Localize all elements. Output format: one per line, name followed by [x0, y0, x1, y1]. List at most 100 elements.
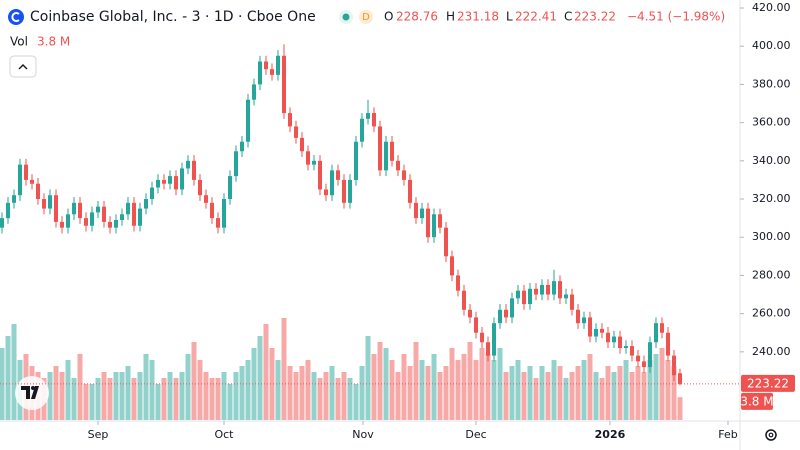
candle-body	[557, 281, 562, 299]
volume-bar	[317, 378, 323, 420]
last-volume-tag	[741, 392, 773, 410]
candle-body	[623, 346, 628, 348]
candle-body	[227, 176, 232, 200]
candle-body	[377, 126, 382, 171]
candle-body	[149, 187, 154, 200]
volume-bar	[527, 366, 533, 420]
volume-bar	[155, 384, 161, 420]
volume-bar	[179, 372, 185, 420]
volume-bar	[431, 354, 437, 420]
volume-bar	[11, 324, 17, 420]
volume-bar	[287, 366, 293, 420]
candle-body	[299, 137, 304, 152]
candle-body	[347, 179, 352, 203]
open-value: 228.76	[396, 10, 438, 24]
volume-bar	[635, 366, 641, 420]
candle-body	[383, 141, 388, 171]
tv-logo	[15, 376, 49, 410]
volume-bar	[545, 372, 551, 420]
symbol-title: Coinbase Global, Inc. - 3 · 1D · Cboe On…	[30, 9, 316, 25]
candle-body	[575, 309, 580, 324]
candle-body	[467, 309, 472, 318]
candle-body	[395, 160, 400, 171]
candle-body	[209, 202, 214, 219]
low-label: L	[506, 10, 513, 24]
candle-body	[569, 294, 574, 310]
candle-body	[527, 288, 532, 305]
volume-bar	[617, 366, 623, 420]
volume-bar	[167, 372, 173, 420]
candle-body	[317, 160, 322, 190]
candle-body	[611, 336, 616, 343]
candle-body	[173, 176, 178, 190]
candle-body	[251, 84, 256, 100]
volume-bar	[503, 372, 509, 420]
gear-center	[768, 432, 774, 438]
x-tick-label: 2026	[595, 428, 626, 441]
volume-bar	[227, 384, 233, 420]
volume-bar	[275, 360, 281, 420]
candle-body	[659, 323, 664, 333]
volume-bar	[563, 378, 569, 420]
volume-bar	[311, 372, 317, 420]
candle-body	[245, 99, 250, 142]
volume-bar	[269, 348, 275, 420]
volume-bar	[611, 372, 617, 420]
volume-bar	[539, 366, 545, 420]
x-tick-label: Feb	[718, 428, 737, 441]
volume-bar	[233, 372, 239, 420]
logo-mark	[11, 12, 20, 22]
logo-bg	[15, 376, 49, 410]
candle-body	[551, 281, 556, 295]
candle-body	[599, 328, 604, 333]
y-tick-label: 280.00	[752, 268, 791, 281]
candle-body	[137, 208, 142, 226]
candle-body	[77, 202, 82, 219]
candle-body	[269, 69, 274, 75]
y-tick-label: 340.00	[752, 154, 791, 167]
candle-body	[35, 183, 40, 200]
volume-bar	[389, 360, 395, 420]
candle-body	[635, 355, 640, 362]
candle-body	[41, 199, 46, 209]
candle-body	[581, 317, 586, 324]
candle-body	[119, 214, 124, 221]
volume-bar	[161, 378, 167, 420]
volume-bar	[107, 378, 113, 420]
x-tick-label: Dec	[465, 428, 486, 441]
gear[interactable]	[765, 429, 777, 441]
volume-bar	[449, 348, 455, 420]
candle-body	[521, 290, 526, 305]
candle-body	[263, 61, 268, 70]
candle-body	[239, 141, 244, 152]
volume-bar	[383, 348, 389, 420]
volume-bar	[677, 397, 683, 420]
candle-body	[617, 336, 622, 348]
collapse-button[interactable]	[9, 55, 37, 78]
volume-bar	[125, 366, 131, 420]
candle-body	[71, 202, 76, 215]
volume-bar	[89, 384, 95, 420]
candle-body	[479, 332, 484, 343]
volume-bar	[629, 372, 635, 420]
volume-bar	[59, 372, 65, 420]
volume-bar	[437, 372, 443, 420]
candle-body	[593, 328, 598, 337]
high-value: 231.18	[457, 10, 499, 24]
volume-bar	[479, 348, 485, 420]
candle-body	[113, 220, 118, 228]
badge-bg	[359, 10, 373, 24]
volume-bar	[203, 372, 209, 420]
candle-body	[203, 195, 208, 203]
candle-body	[455, 275, 460, 291]
candle-body	[161, 179, 166, 184]
y-tick-label: 300.00	[752, 230, 791, 243]
volume-bar	[149, 360, 155, 420]
candle-body	[371, 113, 376, 127]
volume-bar	[455, 360, 461, 420]
volume-bar	[509, 366, 515, 420]
volume-bar	[341, 372, 347, 420]
candle-body	[191, 160, 196, 180]
settings-icon[interactable]	[765, 429, 777, 441]
candle-body	[215, 218, 220, 228]
